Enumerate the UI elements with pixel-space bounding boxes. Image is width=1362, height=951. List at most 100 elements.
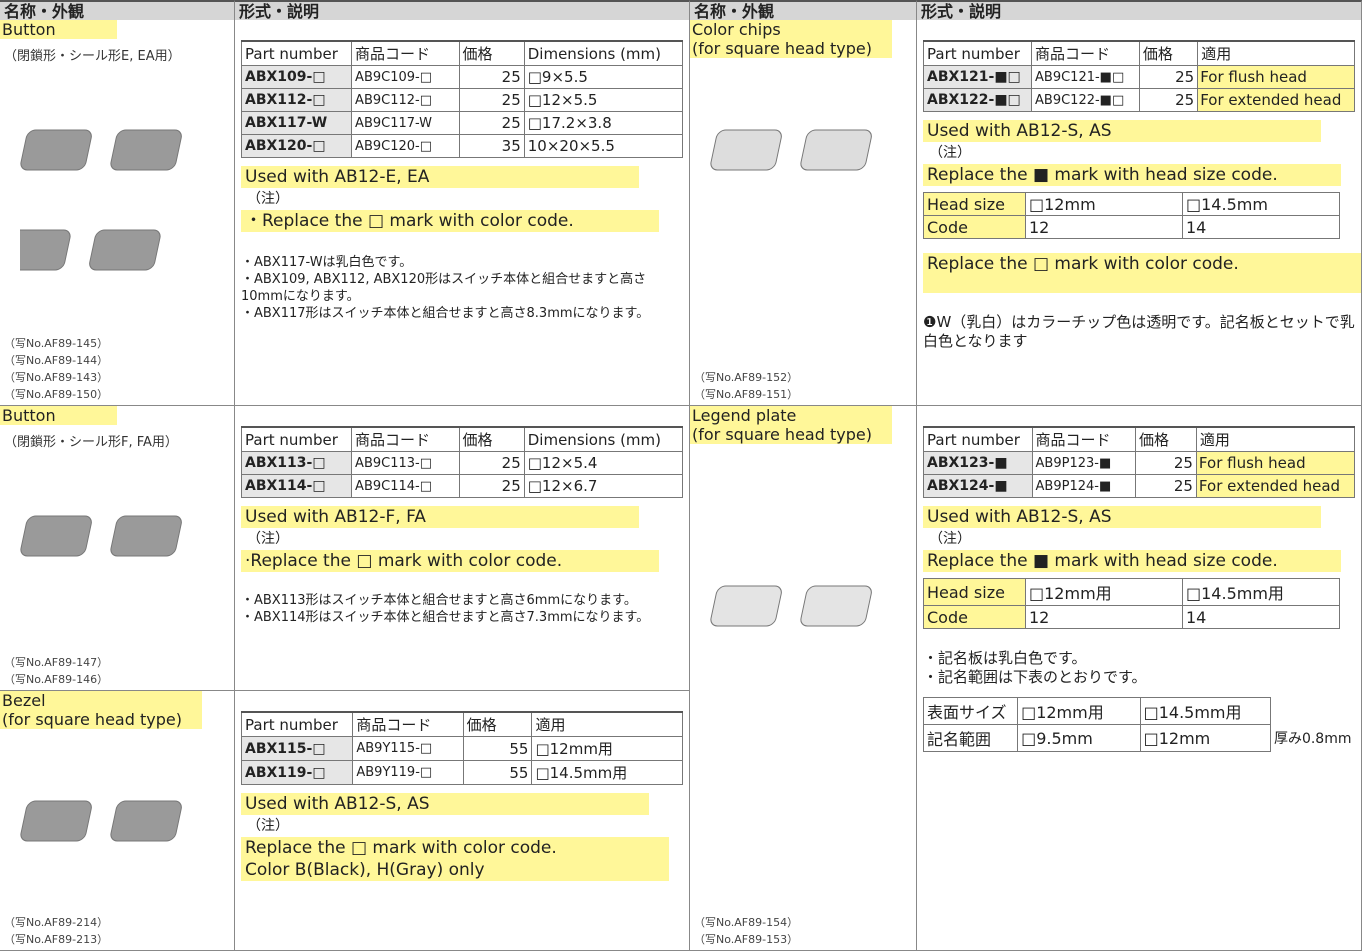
table-cell: AB9P124-■: [1031, 474, 1136, 498]
header-cell: 価格: [1138, 40, 1199, 66]
name-cell: Legend plate (for square head type) （写No.A…: [690, 406, 917, 951]
table-header: Part number 商品コード 価格 Dimensions (mm): [240, 40, 684, 66]
note: ・ABX117-Wは乳白色です。: [241, 255, 413, 270]
used-with: Used with AB12-E, EA: [241, 166, 639, 188]
part-name: Button: [0, 406, 117, 425]
highlight-note: Replace the □ mark with color code.: [923, 253, 1361, 293]
note: ・記名範囲は下表のとおりです。: [923, 668, 1147, 686]
header-cell: 価格: [458, 40, 525, 66]
header-cell: 価格: [462, 711, 533, 737]
table-cell: ABX117-W: [240, 111, 353, 135]
table-cell: □12mm用: [1025, 578, 1183, 606]
table-cell: AB9P123-■: [1031, 451, 1136, 475]
table-row: ABX120-□ AB9C120-□ 35 10×20×5.5: [240, 134, 684, 158]
table-cell: □12mm: [1025, 192, 1183, 216]
table-cell: AB9Y115-□: [352, 736, 464, 761]
table-cell: ABX122-■□: [922, 88, 1033, 112]
table-cell: For extended head: [1197, 88, 1355, 112]
photo-captions: （写No.AF89-152） （写No.AF89-151）: [694, 369, 798, 403]
photo-caption: （写No.AF89-144）: [4, 354, 109, 367]
photo-caption: （写No.AF89-152）: [694, 371, 799, 384]
header-cell: 商品コード: [351, 40, 460, 66]
part-subtitle: (for square head type): [690, 39, 892, 58]
table-cell: 12: [1025, 605, 1183, 629]
note-label: （注）: [247, 818, 289, 834]
table-row: ABX117-W AB9C117-W 25 □17.2×3.8: [240, 111, 684, 135]
part-subtitle: （閉鎖形・シール形F, FA用）: [4, 435, 178, 450]
photo-captions: （写No.AF89-147） （写No.AF89-146）: [4, 654, 108, 688]
table-cell: AB9Y119-□: [352, 760, 464, 785]
header-cell: Part number: [240, 40, 353, 66]
table-cell: 25: [1138, 88, 1199, 112]
table-row: Head size □12mm □14.5mm: [923, 192, 1340, 216]
highlight-note: Replace the ■ mark with head size code.: [923, 550, 1341, 572]
table-header: Part number 商品コード 価格 適用: [923, 426, 1356, 452]
table-row: ABX122-■□ AB9C122-■□ 25 For extended head: [922, 88, 1355, 112]
notes: ・ABX113形はスイッチ本体と組合せますと高さ6mmになります。 ・ABX114…: [241, 592, 683, 626]
part-subtitle: （閉鎖形・シール形E, EA用）: [4, 49, 181, 64]
used-with: Used with AB12-S, AS: [923, 120, 1321, 142]
photo-caption: （写No.AF89-213）: [4, 933, 109, 946]
table-row: ABX124-■ AB9P124-■ 25 For extended head: [923, 474, 1356, 498]
table-cell: 55: [462, 760, 533, 785]
desc-cell: Part number 商品コード 価格 Dimensions (mm) ABX109-…: [235, 20, 690, 406]
table-cell: □14.5mm用: [531, 760, 683, 785]
name-cell: Button （閉鎖形・シール形E, EA用） （写No.AF89-145） （写No…: [0, 20, 235, 406]
header-cell: 商品コード: [1031, 40, 1140, 66]
header-cell: 適用: [531, 711, 683, 737]
part-name: Bezel: [0, 691, 202, 710]
table-cell: 25: [1134, 474, 1197, 498]
table-cell: ABX112-□: [240, 88, 353, 112]
header-cell: 適用: [1195, 426, 1356, 452]
parts-table: Part number 商品コード 価格 適用 ABX115-□ AB9Y115-□ 55 □…: [240, 711, 683, 785]
photo-caption: （写No.AF89-147）: [4, 656, 109, 669]
table-row: ABX115-□ AB9Y115-□ 55 □12mm用: [240, 736, 683, 761]
table-cell: ABX109-□: [240, 65, 353, 89]
note: ・記名板は乳白色です。: [923, 649, 1087, 667]
highlight-note: ·Replace the □ mark with color code.: [241, 550, 659, 572]
range-note: 厚み0.8mm: [1273, 731, 1352, 747]
table-cell: 55: [462, 736, 533, 761]
product-photo: [710, 585, 872, 627]
highlight-note: Replace the ■ mark with head size code.: [923, 164, 1341, 186]
header-cell: Dimensions (mm): [523, 40, 684, 66]
parts-table: Part number 商品コード 価格 適用 ABX121-■□ AB9C121-■□ 2…: [922, 40, 1355, 112]
name-cell: Bezel (for square head type) （写No.AF89-214…: [0, 691, 235, 951]
table-cell: □12mm用: [1017, 697, 1141, 725]
name-cell: Button （閉鎖形・シール形F, FA用） （写No.AF89-147） （写No…: [0, 406, 235, 691]
note-label: （注）: [247, 531, 289, 547]
table-cell: AB9C117-W: [351, 111, 460, 135]
table-cell: ABX124-■: [923, 474, 1033, 498]
header-cell: Part number: [923, 426, 1033, 452]
table-row: ABX119-□ AB9Y119-□ 55 □14.5mm用: [240, 760, 683, 785]
product-photo: [20, 129, 182, 271]
parts-table: Part number 商品コード 価格 適用 ABX123-■ AB9P123-■ 25 F…: [923, 426, 1356, 498]
table-cell: □12×5.5: [523, 88, 684, 112]
note-label: （注）: [929, 531, 971, 547]
notes: ・記名板は乳白色です。 ・記名範囲は下表のとおりです。: [923, 649, 1355, 687]
table-cell: 25: [1138, 65, 1199, 89]
notes: ・ABX117-Wは乳白色です。 ・ABX109, ABX112, ABX120形…: [241, 254, 683, 322]
table-cell: ABX115-□: [240, 736, 354, 761]
table-cell: □14.5mm: [1182, 192, 1340, 216]
table-cell: For flush head: [1197, 65, 1355, 89]
table-cell: AB9C109-□: [351, 65, 460, 89]
highlight-note: Color B(Black), H(Gray) only: [241, 859, 669, 881]
table-cell: ABX120-□: [240, 134, 353, 158]
table-cell: □17.2×3.8: [523, 111, 684, 135]
part-name: Color chips: [690, 20, 892, 39]
size-table: Head size □12mm用 □14.5mm用 Code 12 14: [923, 578, 1340, 629]
desc-cell: Part number 商品コード 価格 適用 ABX123-■ AB9P123-■ 25 F…: [917, 406, 1362, 951]
table-cell: 14: [1182, 605, 1340, 629]
table-row: ABX123-■ AB9P123-■ 25 For flush head: [923, 451, 1356, 475]
header-cell: Part number: [922, 40, 1033, 66]
table-row: Head size □12mm用 □14.5mm用: [923, 578, 1340, 606]
part-name: Legend plate: [690, 406, 892, 425]
table-cell: □12×6.7: [523, 474, 684, 498]
table-cell: Code: [923, 605, 1026, 629]
table-cell: ABX123-■: [923, 451, 1033, 475]
product-photo: [20, 515, 182, 557]
table-cell: 12: [1025, 215, 1183, 239]
photo-caption: （写No.AF89-146）: [4, 673, 109, 686]
